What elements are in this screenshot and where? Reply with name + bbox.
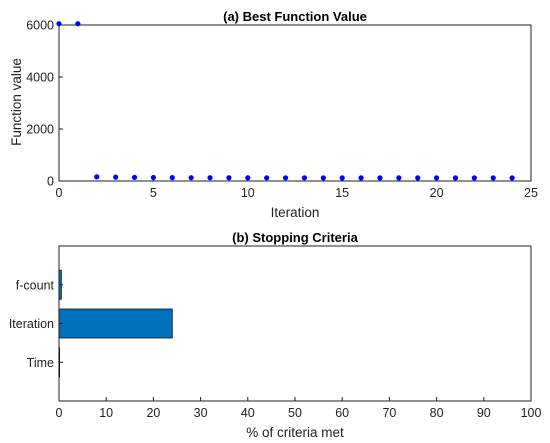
chart-a-x-ticks: 0 5 10 15 20 25 — [56, 177, 538, 200]
x-tick-label: 10 — [99, 406, 113, 420]
chart-b-title: (b) Stopping Criteria — [232, 230, 358, 245]
category-label: Time — [27, 356, 54, 370]
x-tick-label: 50 — [288, 406, 302, 420]
chart-a-axes — [58, 24, 532, 182]
x-tick-label: 30 — [194, 406, 208, 420]
x-tick-label: 15 — [335, 186, 349, 200]
data-point — [282, 175, 289, 181]
data-point — [452, 175, 459, 181]
x-tick-label: 0 — [56, 186, 63, 200]
data-point — [245, 175, 251, 181]
chart-a-x-label: Iteration — [271, 205, 320, 220]
chart-a-y-ticks: 0 2000 4000 6000 — [26, 19, 63, 189]
data-point — [226, 175, 232, 181]
x-tick-label: 5 — [150, 186, 157, 200]
data-point — [94, 174, 100, 180]
chart-b-bars — [58, 269, 173, 378]
data-point — [131, 174, 138, 180]
x-tick-label: 70 — [382, 406, 396, 420]
chart-a-y-label: Function value — [9, 58, 24, 146]
chart-b-category-labels: f-count Iteration Time — [9, 278, 63, 370]
x-tick-label: 80 — [430, 406, 444, 420]
x-tick-label: 0 — [56, 406, 63, 420]
y-tick-label: 6000 — [26, 19, 54, 33]
data-point — [56, 21, 62, 27]
chart-a-title: (a) Best Function Value — [223, 9, 367, 24]
data-point — [113, 174, 119, 180]
chart-b-x-ticks: 0 10 20 30 40 50 60 70 80 90 100 — [56, 397, 542, 420]
data-point — [490, 175, 496, 181]
data-point — [207, 175, 213, 181]
data-point — [301, 175, 308, 181]
y-tick-label: 4000 — [26, 71, 54, 85]
data-point — [377, 175, 383, 181]
y-tick-label: 2000 — [26, 123, 54, 137]
data-point — [75, 21, 81, 27]
data-point — [150, 174, 156, 181]
x-tick-label: 40 — [241, 406, 255, 420]
best-function-value-chart: (a) Best Function Value 0 5 10 15 20 25 0 2000… — [9, 9, 538, 220]
y-tick-label: 0 — [47, 175, 54, 189]
category-label: Iteration — [9, 317, 54, 331]
data-point — [396, 175, 402, 181]
x-tick-label: 10 — [241, 186, 255, 200]
data-point — [320, 175, 326, 181]
stopping-criteria-chart: (b) Stopping Criteria 0 10 20 30 40 50 60 70 80 9… — [9, 230, 542, 440]
chart-b-x-label: % of criteria met — [246, 425, 344, 440]
data-point — [169, 175, 175, 181]
x-tick-label: 20 — [430, 186, 444, 200]
data-point — [509, 175, 515, 181]
chart-a-points — [56, 21, 515, 181]
data-point — [264, 175, 270, 181]
data-point — [471, 175, 477, 181]
x-tick-label: 20 — [146, 406, 160, 420]
data-point — [358, 175, 364, 181]
category-label: f-count — [16, 278, 55, 292]
data-point — [415, 175, 421, 181]
x-tick-label: 100 — [521, 406, 542, 420]
data-point — [339, 175, 345, 181]
bar-iteration — [58, 308, 173, 339]
x-tick-label: 60 — [335, 406, 349, 420]
data-point — [188, 175, 194, 181]
data-point — [434, 175, 440, 181]
x-tick-label: 90 — [477, 406, 491, 420]
x-tick-label: 25 — [524, 186, 538, 200]
